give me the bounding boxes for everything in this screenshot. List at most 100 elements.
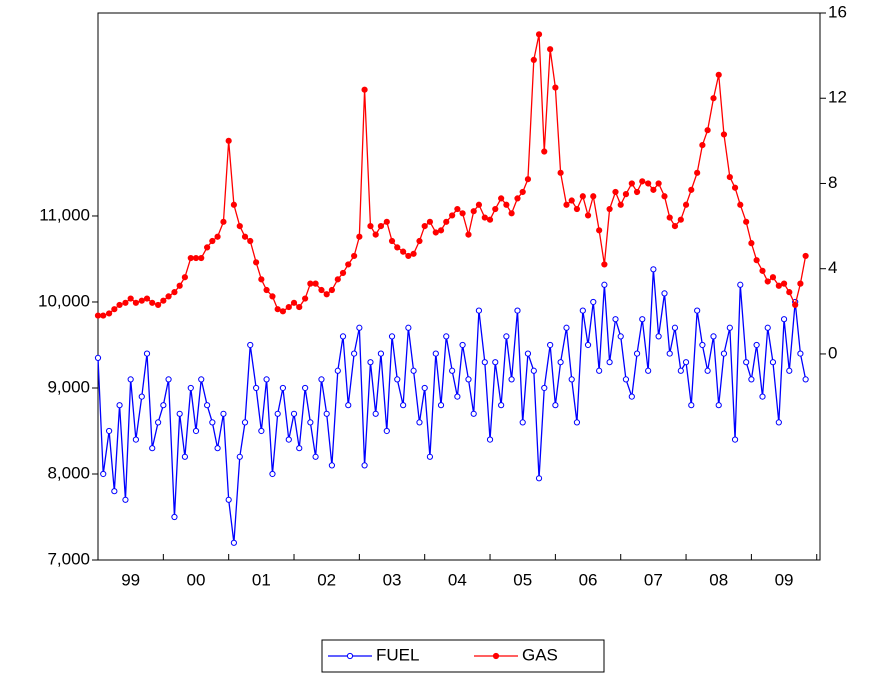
point: [535, 31, 543, 38]
point: [274, 306, 281, 313]
legend-label: GAS: [522, 645, 558, 664]
point: [661, 290, 668, 297]
point: [328, 286, 336, 294]
point: [296, 303, 303, 311]
point: [759, 267, 766, 274]
point: [748, 240, 755, 247]
point: [437, 227, 445, 234]
x-tick-label: 02: [317, 570, 336, 589]
point: [645, 367, 652, 374]
point: [573, 419, 581, 426]
point: [666, 214, 673, 221]
point: [339, 269, 347, 277]
point: [780, 316, 788, 323]
point: [720, 131, 728, 138]
point: [764, 278, 771, 285]
x-tick-label: 00: [187, 570, 206, 589]
point: [377, 222, 385, 230]
point: [432, 350, 439, 357]
y2-tick-label: 16: [828, 2, 847, 21]
point: [416, 237, 423, 245]
point: [579, 307, 586, 314]
point: [220, 218, 227, 225]
point: [443, 218, 450, 225]
point: [116, 301, 123, 309]
point: [617, 333, 624, 340]
point: [209, 237, 216, 245]
point: [149, 299, 156, 306]
point: [661, 193, 668, 200]
point: [715, 402, 722, 409]
point: [797, 280, 804, 287]
point: [753, 341, 760, 349]
point: [225, 496, 232, 503]
point: [356, 233, 363, 240]
point: [797, 350, 804, 357]
point: [247, 341, 254, 349]
point: [116, 402, 123, 409]
point: [780, 280, 788, 287]
point: [426, 453, 434, 460]
point: [296, 445, 303, 452]
point: [410, 250, 417, 257]
point: [737, 281, 744, 288]
point: [449, 212, 456, 219]
point: [269, 470, 276, 478]
point: [519, 188, 526, 196]
y2-tick-label: 0: [828, 343, 837, 362]
point: [443, 333, 450, 340]
point: [334, 367, 341, 374]
point: [236, 453, 243, 460]
point: [106, 427, 113, 435]
point: [214, 233, 221, 240]
point: [263, 286, 270, 294]
plot-frame: [97, 12, 821, 561]
x-tick-label: 99: [121, 570, 140, 589]
point: [601, 281, 608, 288]
point: [111, 488, 118, 495]
point: [731, 436, 739, 443]
y-tick-label: 11,000: [39, 205, 90, 224]
point: [181, 274, 189, 281]
point: [454, 393, 461, 400]
point: [220, 410, 227, 417]
point: [323, 410, 330, 417]
point: [122, 496, 129, 503]
point: [214, 445, 221, 452]
y2-tick-label: 12: [828, 88, 847, 107]
point: [639, 178, 646, 185]
point: [753, 257, 760, 264]
point: [361, 86, 368, 93]
point: [127, 376, 134, 383]
point: [465, 376, 472, 383]
x-tick-label: 08: [709, 570, 728, 589]
point: [481, 214, 488, 221]
point: [192, 254, 200, 262]
point: [149, 445, 156, 452]
point: [426, 218, 434, 225]
point: [290, 410, 298, 417]
point: [225, 137, 232, 144]
point: [645, 180, 652, 187]
point: [111, 306, 118, 313]
point: [584, 341, 592, 349]
point: [726, 324, 733, 331]
point: [503, 201, 510, 208]
x-tick-label: 01: [252, 570, 271, 589]
point: [290, 299, 298, 306]
point: [383, 427, 390, 435]
point: [503, 333, 510, 340]
point: [155, 301, 162, 309]
point: [405, 324, 412, 331]
point: [361, 462, 368, 469]
point: [530, 56, 537, 63]
point: [682, 201, 690, 208]
point: [802, 252, 809, 260]
point: [367, 359, 374, 366]
point: [622, 376, 630, 383]
x-tick-label: 05: [513, 570, 532, 589]
point: [524, 350, 532, 357]
point: [307, 280, 314, 287]
point: [590, 298, 597, 306]
